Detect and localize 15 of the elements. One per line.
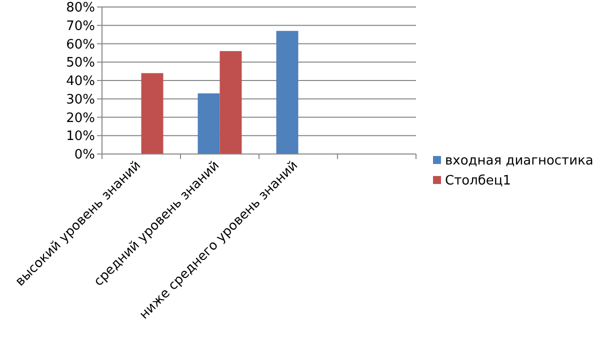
y-tick-label: 30% <box>66 92 95 108</box>
bar <box>198 93 220 154</box>
y-tick-label: 10% <box>66 129 95 144</box>
y-tick-label: 50% <box>66 56 95 71</box>
legend-label: Столбец1 <box>445 174 512 189</box>
bar <box>141 73 164 154</box>
legend-label: входная диагностика <box>445 154 594 169</box>
y-tick-label: 80% <box>66 0 95 16</box>
y-tick-label: 40% <box>66 74 95 90</box>
y-tick-label: 20% <box>66 110 95 126</box>
bar <box>220 51 242 154</box>
y-tick-label: 70% <box>66 18 95 34</box>
y-tick-label: 60% <box>66 37 95 52</box>
y-tick-label: 0% <box>74 148 95 163</box>
bar <box>276 30 298 154</box>
